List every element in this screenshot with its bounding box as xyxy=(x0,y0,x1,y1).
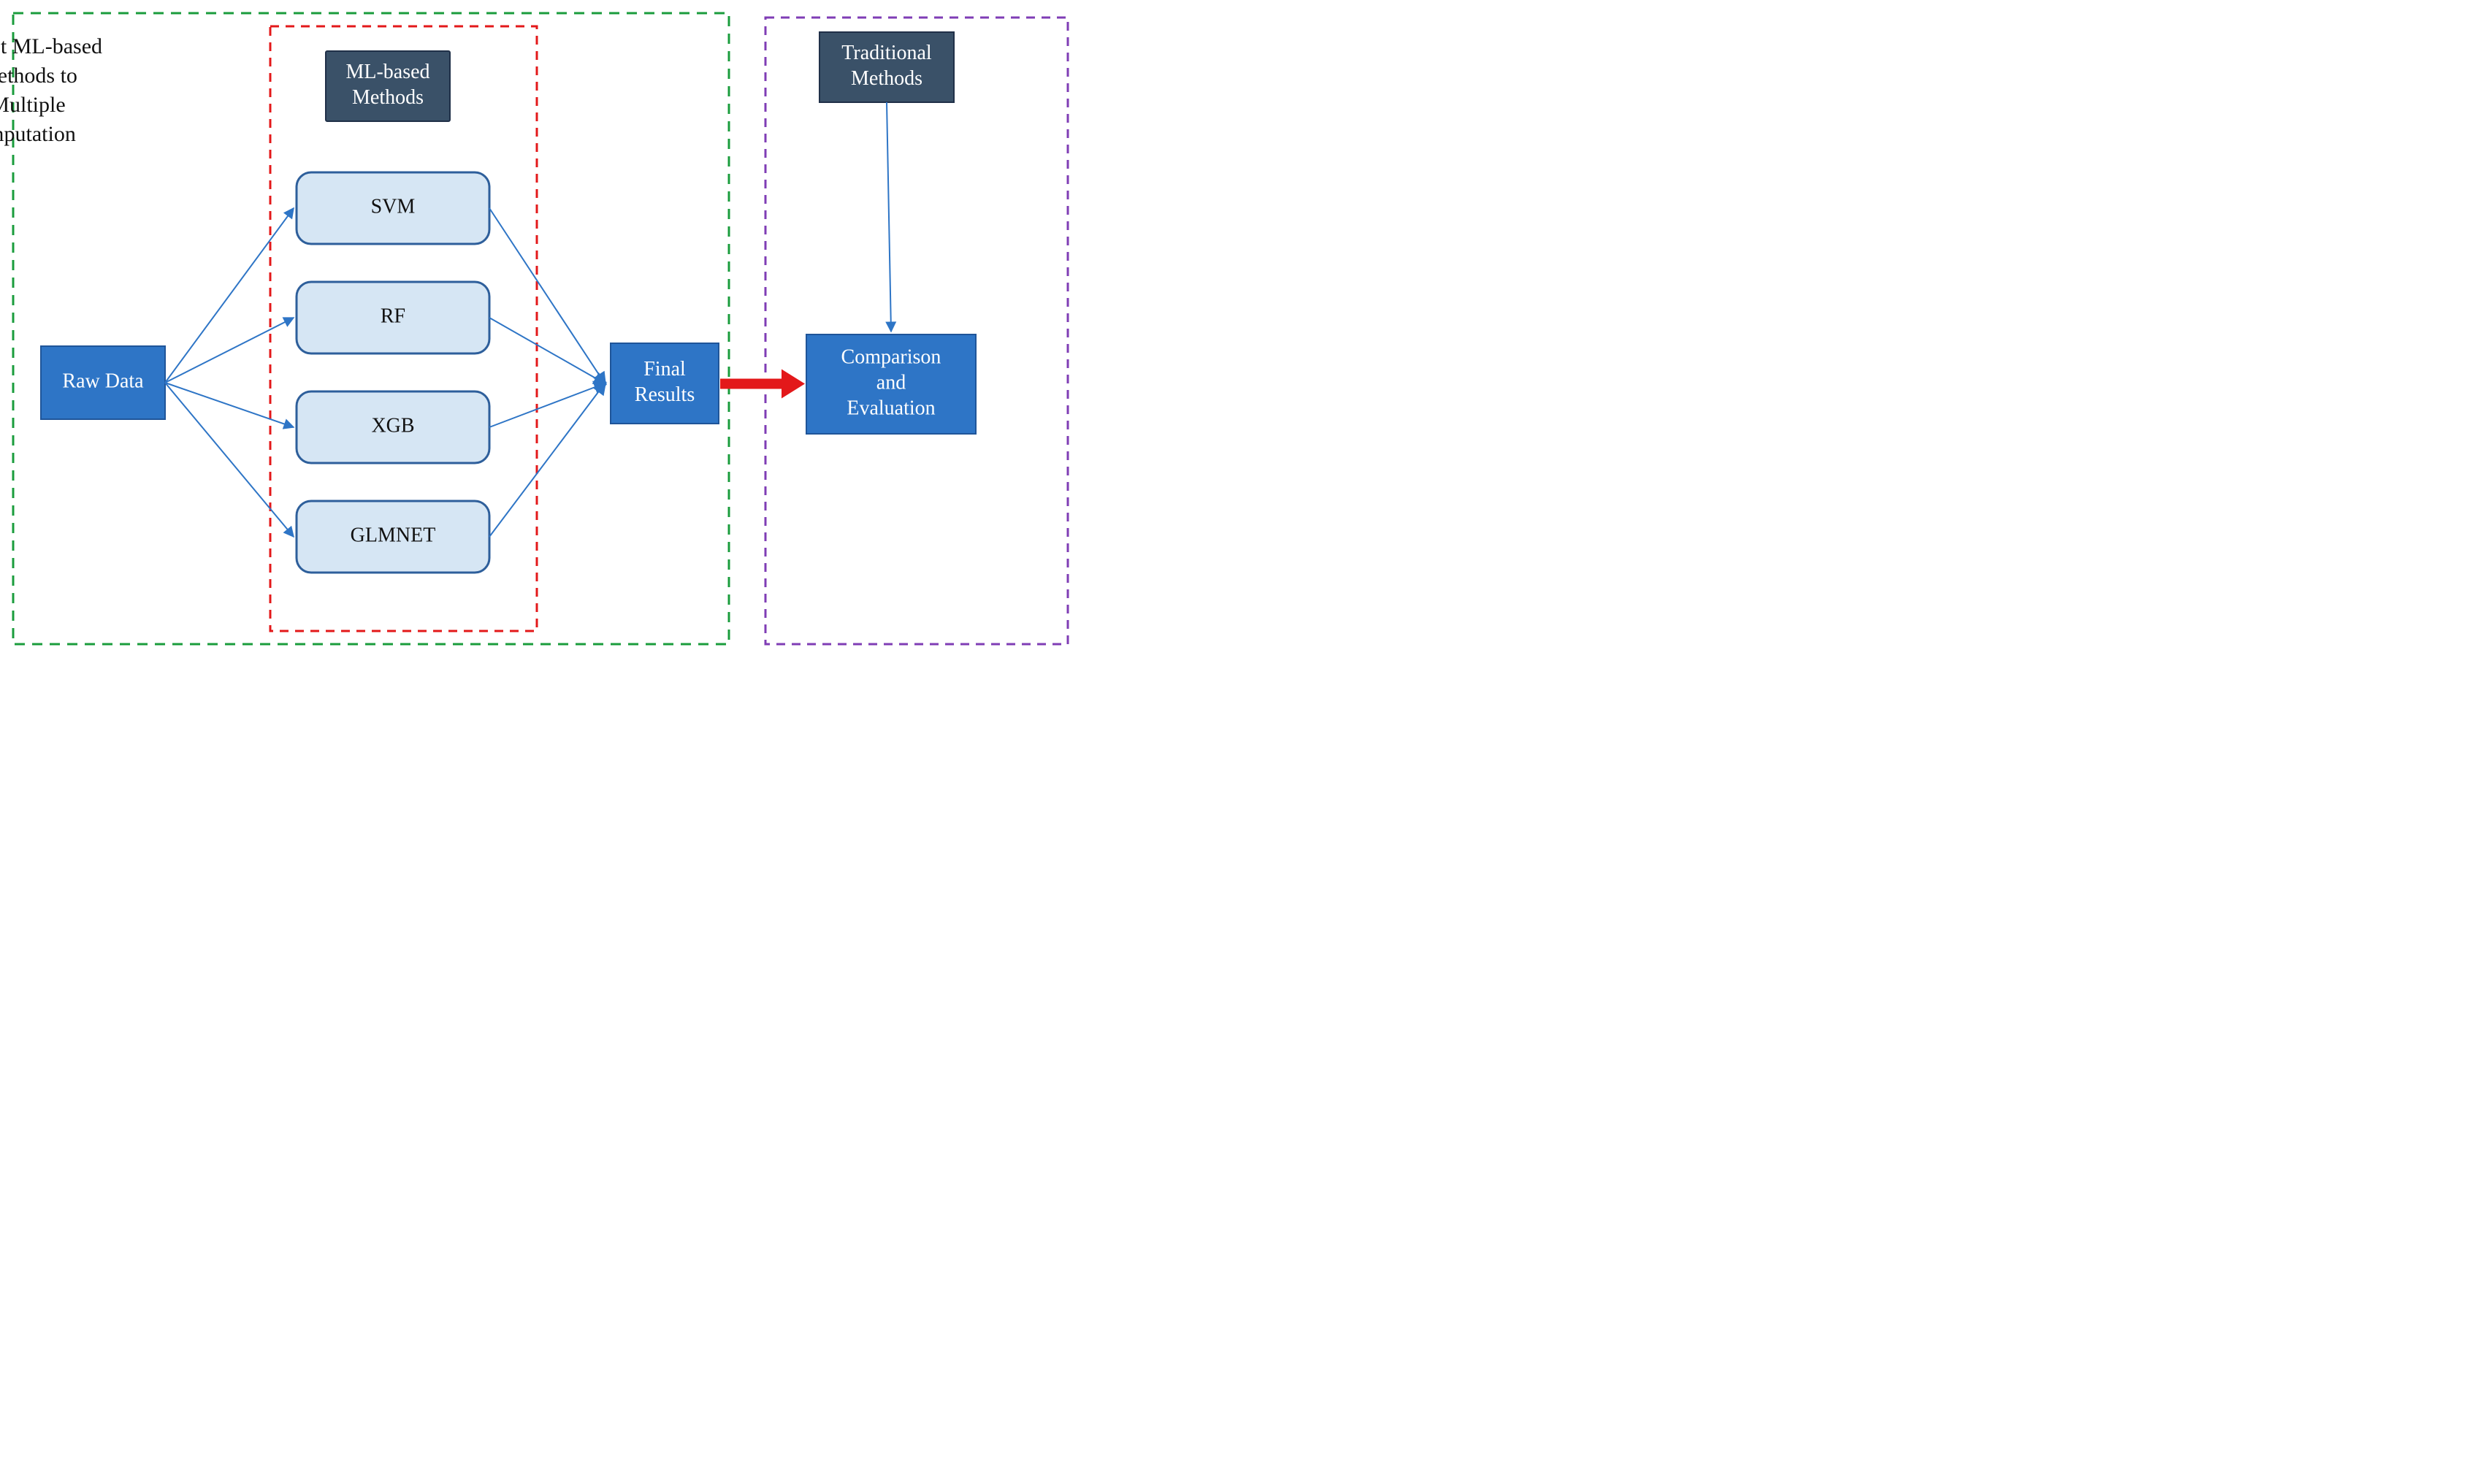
edge-raw_data-to-rf xyxy=(165,318,294,383)
edge-final_results-to-comparison-head xyxy=(782,370,805,399)
node-comparison-evaluation-label: and xyxy=(876,371,906,394)
node-glmnet-label: GLMNET xyxy=(351,524,436,546)
diagram-title: Methods to xyxy=(0,64,77,88)
node-traditional-methods: Traditional Methods xyxy=(820,32,954,102)
node-final-results-label: Results xyxy=(635,383,695,406)
node-ml-header-label: Methods xyxy=(352,86,424,109)
node-svm: SVM xyxy=(297,172,489,244)
node-ml-header: ML-based Methods xyxy=(326,51,450,121)
node-xgb: XGB xyxy=(297,391,489,463)
node-final-results: Final Results xyxy=(611,343,719,424)
node-traditional-methods-label: Methods xyxy=(851,67,922,90)
edge-glmnet-to-final_results xyxy=(489,383,605,537)
node-final-results-label: Final xyxy=(643,358,686,380)
edge-raw_data-to-glmnet xyxy=(165,383,294,537)
node-comparison-evaluation-label: Evaluation xyxy=(847,397,935,419)
evaluation-group xyxy=(765,18,1068,644)
node-glmnet: GLMNET xyxy=(297,501,489,573)
edge-traditional-to-comparison xyxy=(887,102,891,332)
node-rf-label: RF xyxy=(381,305,405,327)
node-ml-header-label: ML-based xyxy=(345,61,429,83)
node-svm-label: SVM xyxy=(371,195,416,218)
edge-svm-to-final_results xyxy=(489,208,605,383)
diagram-title: Imputation xyxy=(0,122,76,146)
diagram-title: Multiple xyxy=(0,93,66,117)
node-rf: RF xyxy=(297,282,489,353)
node-xgb-label: XGB xyxy=(371,414,414,437)
edge-rf-to-final_results xyxy=(489,318,605,383)
flowchart-canvas: Adapt ML-based Methods to Multiple Imputati… xyxy=(0,0,1081,657)
node-raw-data-label: Raw Data xyxy=(62,370,144,392)
diagram-title: Adapt ML-based xyxy=(0,34,102,58)
node-traditional-methods-label: Traditional xyxy=(841,42,932,64)
node-comparison-evaluation: Comparison and Evaluation xyxy=(806,334,976,434)
edge-raw_data-to-svm xyxy=(165,208,294,383)
node-comparison-evaluation-label: Comparison xyxy=(841,345,941,368)
node-raw-data: Raw Data xyxy=(41,346,165,419)
